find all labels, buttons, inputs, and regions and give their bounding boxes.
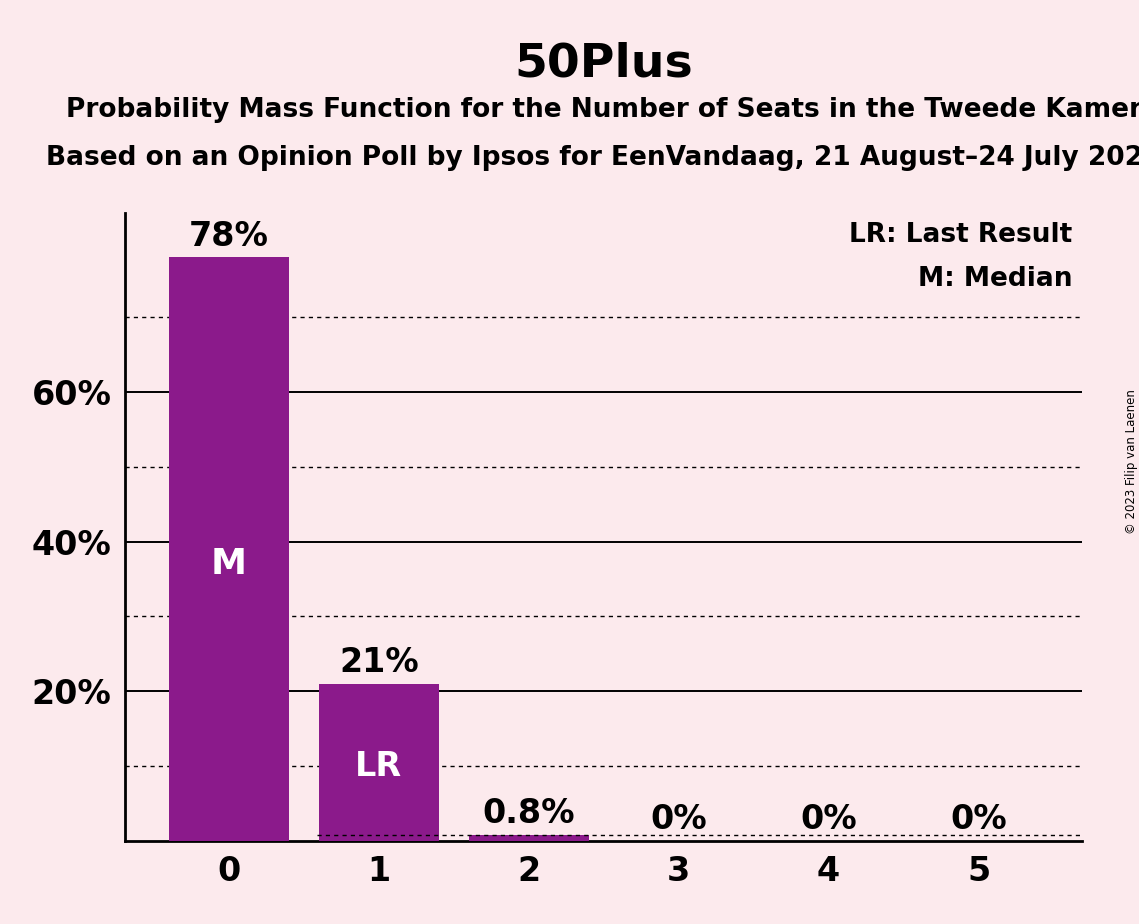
Bar — [319, 684, 439, 841]
Bar — [169, 258, 289, 841]
Text: LR: LR — [355, 749, 402, 783]
Text: 0%: 0% — [950, 803, 1007, 836]
Text: 0.8%: 0.8% — [483, 797, 575, 831]
Text: Probability Mass Function for the Number of Seats in the Tweede Kamer: Probability Mass Function for the Number… — [66, 97, 1139, 123]
Text: Based on an Opinion Poll by Ipsos for EenVandaag, 21 August–24 July 2023: Based on an Opinion Poll by Ipsos for Ee… — [46, 145, 1139, 171]
Text: M: M — [211, 547, 247, 581]
Bar — [469, 835, 589, 841]
Text: 78%: 78% — [189, 220, 269, 253]
Text: LR: Last Result: LR: Last Result — [850, 222, 1073, 248]
Text: 0%: 0% — [650, 803, 707, 836]
Text: M: Median: M: Median — [918, 266, 1073, 292]
Text: © 2023 Filip van Laenen: © 2023 Filip van Laenen — [1124, 390, 1138, 534]
Text: 0%: 0% — [801, 803, 857, 836]
Text: 21%: 21% — [339, 646, 418, 679]
Text: 50Plus: 50Plus — [515, 42, 693, 87]
